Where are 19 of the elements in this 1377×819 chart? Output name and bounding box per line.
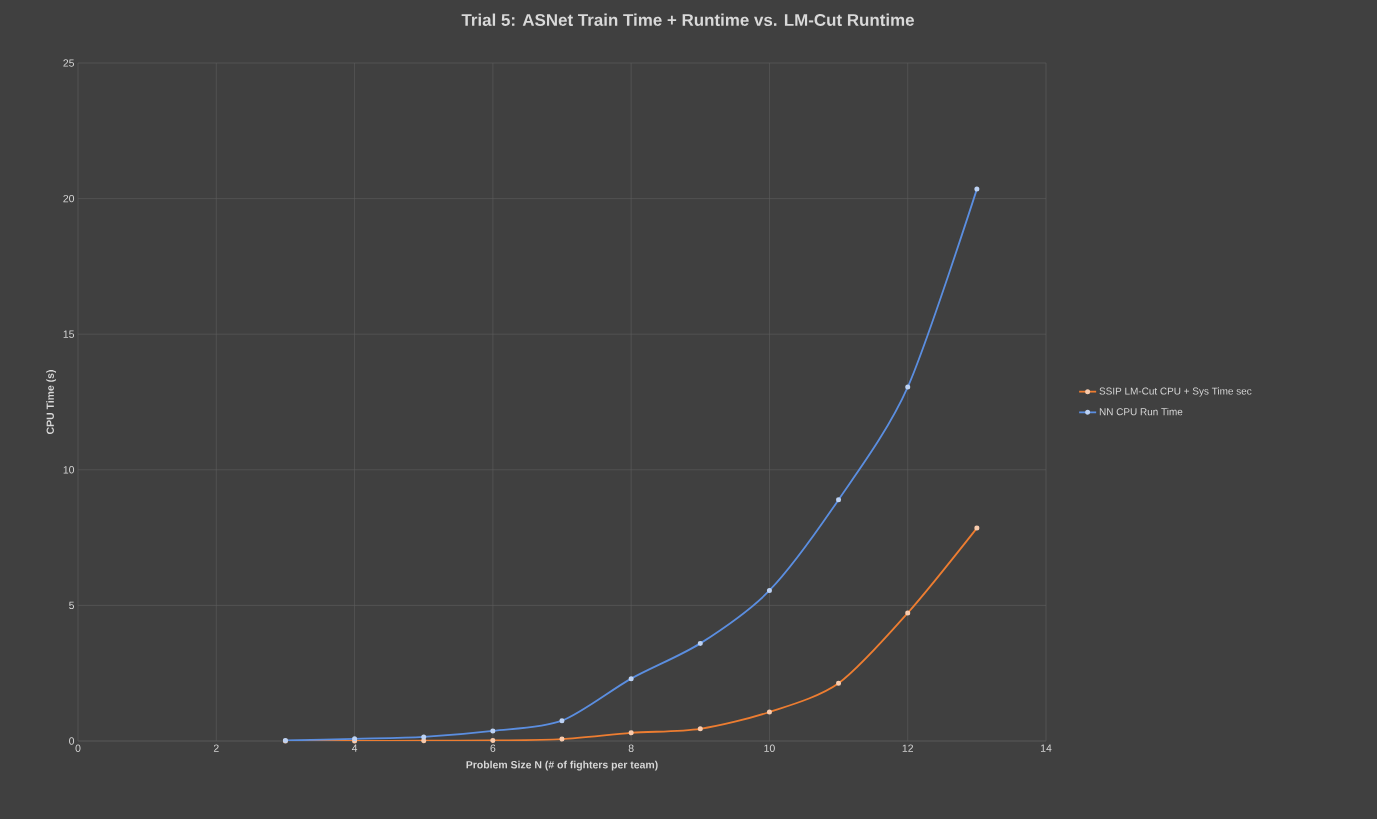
x-tick-label: 10 — [764, 744, 775, 752]
y-tick-label: 0 — [69, 737, 75, 745]
x-axis-title: Problem Size N (# of fighters per team) — [466, 760, 658, 771]
y-tick-label: 10 — [63, 466, 75, 474]
x-tick-label: 2 — [213, 744, 219, 752]
y-tick-label: 20 — [63, 194, 75, 203]
x-tick-label: 12 — [902, 744, 913, 752]
chart-title: Trial 5: ASNet Train Time + Runtime vs. LM-Cut Runtime — [461, 13, 914, 26]
y-axis-title: CPU Time (s) — [46, 370, 57, 435]
y-tick-label: 5 — [69, 601, 75, 610]
y-tick-label: 25 — [63, 59, 75, 67]
x-tick-label: 0 — [75, 744, 81, 752]
legend-label: SSIP LM-Cut CPU + Sys Time sec — [1099, 387, 1252, 397]
x-tick-label: 6 — [490, 744, 496, 752]
y-tick-label: 15 — [63, 330, 75, 338]
x-tick-label: 4 — [351, 744, 358, 752]
x-tick-label: 14 — [1040, 744, 1052, 752]
x-tick-label: 8 — [628, 744, 634, 752]
legend-label: NN CPU Run Time — [1099, 408, 1183, 416]
